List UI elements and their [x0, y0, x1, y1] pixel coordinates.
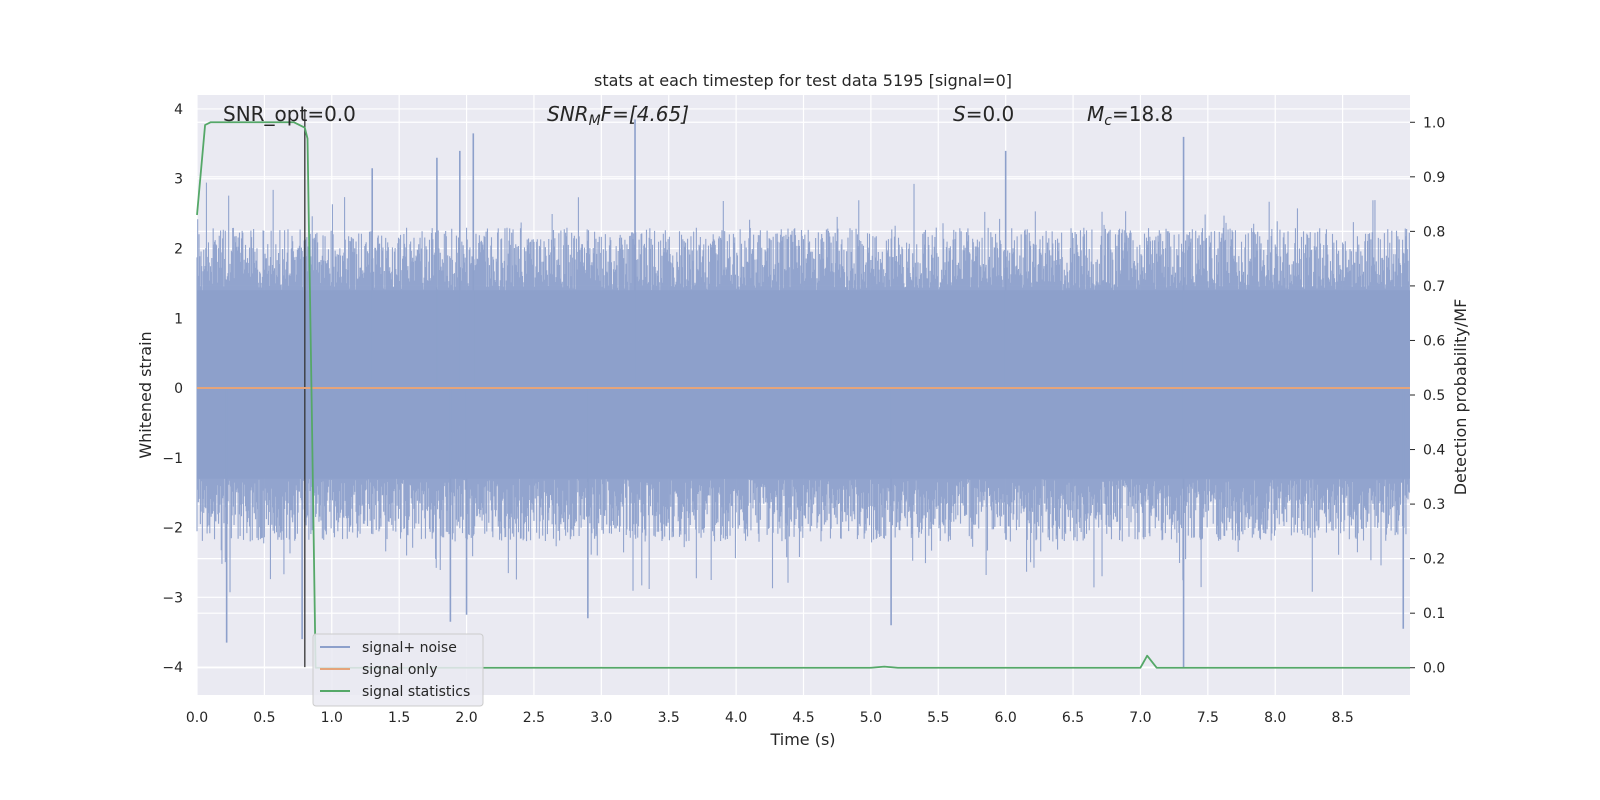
- y2-tick-label: 0.0: [1423, 661, 1445, 677]
- y2-tick-label: 0.8: [1423, 224, 1445, 240]
- legend-label-signal-only: signal only: [362, 662, 437, 678]
- y2-tick-label: 0.1: [1423, 606, 1445, 622]
- legend: signal+ noise signal only signal statist…: [312, 633, 484, 707]
- line-series: [196, 108, 1410, 669]
- y-tick-label: 3: [174, 172, 183, 188]
- legend-label-signal-statistics: signal statistics: [362, 684, 470, 700]
- y-tick-label: 1: [174, 311, 183, 327]
- y2-tick-label: 0.6: [1423, 333, 1445, 349]
- legend-label-signal-noise: signal+ noise: [362, 640, 457, 656]
- ticks: 0.0 0.5 1.0 1.5 2.0 2.5 3.0 3.5 4.0 4.5 5.0 5.5 6.0 6…: [162, 102, 1445, 726]
- x-tick-label: 5.0: [860, 710, 882, 726]
- y-axis-label: Whitened strain: [136, 331, 155, 458]
- y2-tick-label: 0.3: [1423, 497, 1445, 513]
- y-tick-label: −2: [162, 521, 183, 537]
- y-tick-label: 2: [174, 241, 183, 257]
- snr-mf-annotation: SNRMF=[4.65]: [547, 102, 689, 129]
- x-tick-label: 0.0: [186, 710, 208, 726]
- snr-opt-annotation: SNR_opt=0.0: [223, 102, 356, 126]
- y2-tick-label: 0.2: [1423, 552, 1445, 568]
- x-tick-label: 4.0: [725, 710, 747, 726]
- s-annotation: S=0.0: [953, 102, 1014, 126]
- x-tick-label: 3.5: [658, 710, 680, 726]
- y2-tick-label: 0.9: [1423, 170, 1445, 186]
- y2-tick-label: 0.7: [1423, 279, 1445, 295]
- x-tick-label: 6.5: [1062, 710, 1084, 726]
- chart-title: stats at each timestep for test data 519…: [594, 71, 1012, 90]
- y2-tick-label: 1.0: [1423, 115, 1445, 131]
- x-tick-label: 2.0: [455, 710, 477, 726]
- mc-annotation: Mc=18.8: [1087, 102, 1173, 129]
- x-tick-label: 8.5: [1331, 710, 1353, 726]
- x-tick-label: 2.5: [523, 710, 545, 726]
- y2-axis-label: Detection probability/MF: [1451, 299, 1470, 496]
- y-tick-label: 0: [174, 381, 183, 397]
- x-tick-label: 8.0: [1264, 710, 1286, 726]
- x-tick-label: 7.0: [1129, 710, 1151, 726]
- x-tick-label: 4.5: [792, 710, 814, 726]
- signal-noise-series: [196, 119, 1410, 668]
- x-tick-label: 0.5: [253, 710, 275, 726]
- y2-tick-label: 0.5: [1423, 388, 1445, 404]
- x-tick-label: 6.0: [995, 710, 1017, 726]
- signal-statistics-line: [196, 121, 1410, 669]
- x-axis-label: Time (s): [769, 730, 835, 749]
- y-tick-label: −3: [162, 590, 183, 606]
- y-tick-label: −4: [162, 660, 183, 676]
- y2-tick-label: 0.4: [1423, 443, 1445, 459]
- x-tick-label: 7.5: [1197, 710, 1219, 726]
- y-tick-label: 4: [174, 102, 183, 118]
- signal-noise-core: [197, 290, 1410, 479]
- x-tick-label: 3.0: [590, 710, 612, 726]
- legend-box: [312, 633, 484, 707]
- y-tick-label: −1: [162, 451, 183, 467]
- x-tick-label: 1.0: [321, 710, 343, 726]
- x-tick-label: 5.5: [927, 710, 949, 726]
- x-tick-label: 1.5: [388, 710, 410, 726]
